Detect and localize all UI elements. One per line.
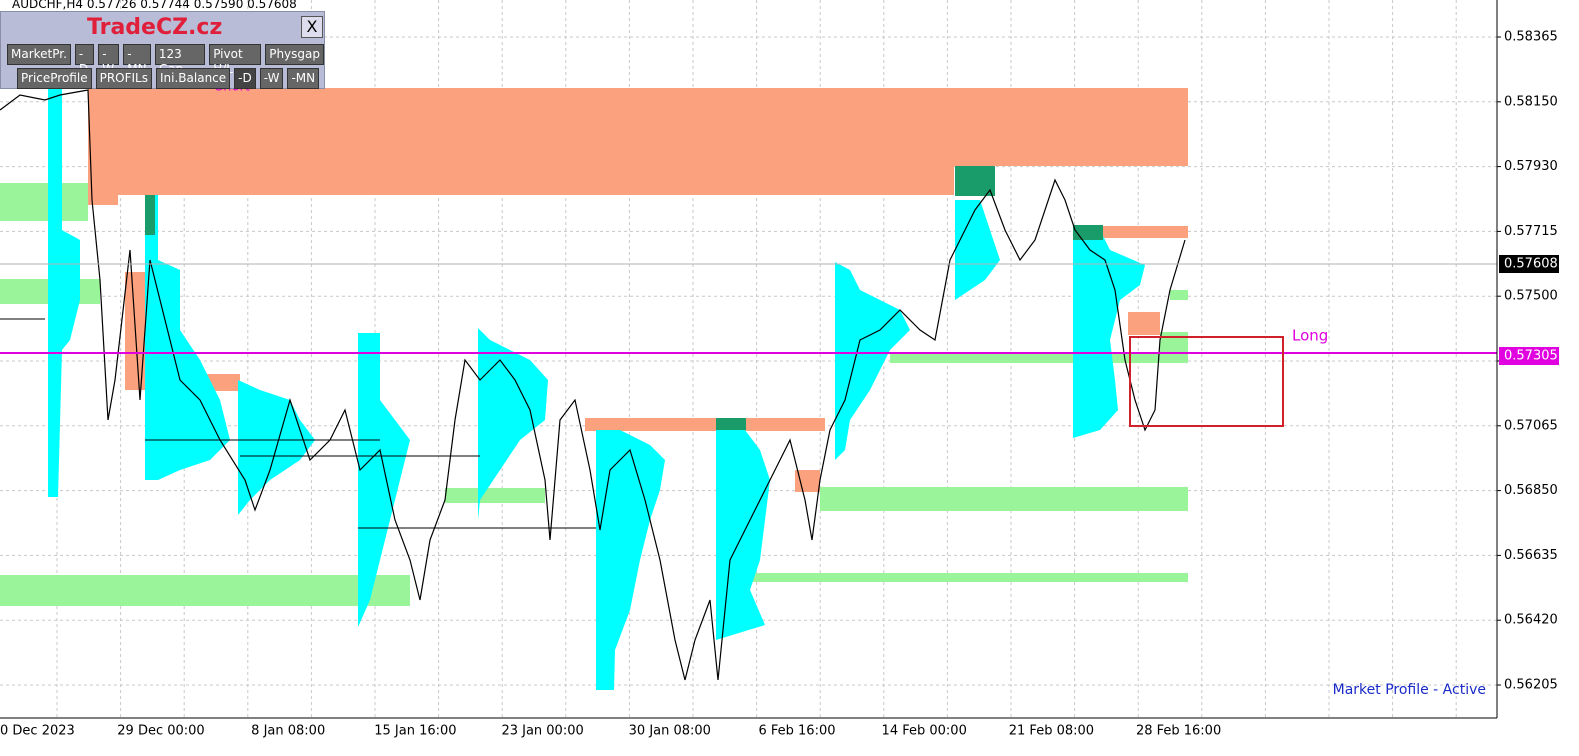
demand-zone	[890, 352, 1188, 363]
demand-zone	[820, 487, 1188, 511]
price-label: 0.57065	[1504, 418, 1558, 433]
demand-zone	[1170, 290, 1188, 300]
panel-button[interactable]: PROFILs	[95, 68, 152, 89]
time-label: 8 Jan 08:00	[251, 724, 325, 739]
panel-button[interactable]: Physgap	[265, 44, 324, 65]
panel-button[interactable]: -W	[259, 68, 284, 89]
profile	[716, 420, 770, 640]
tool-panel: TradeCZ.cz X MarketPr.-D-W-MN123 GapPivo…	[0, 11, 325, 89]
price-label: 0.58150	[1504, 94, 1558, 109]
price-path	[0, 89, 1186, 681]
supply-zone	[1100, 226, 1188, 238]
highlight	[955, 166, 995, 196]
supply-zone	[585, 418, 825, 431]
time-label: 21 Feb 08:00	[1009, 724, 1094, 739]
price-label: 0.57500	[1504, 289, 1558, 304]
price-tag	[1499, 255, 1559, 273]
chart-header: AUDCHF,H4 0.57726 0.57744 0.57590 0.5760…	[12, 0, 297, 11]
price-label: 0.57715	[1504, 224, 1558, 239]
time-label: 23 Jan 00:00	[501, 724, 583, 739]
long-box	[1129, 336, 1284, 427]
demand-zone	[745, 573, 1188, 582]
time-label: 30 Jan 08:00	[629, 724, 711, 739]
profile-highlights	[145, 166, 1103, 430]
demand-zone	[445, 488, 545, 503]
supply-zone	[88, 88, 1188, 166]
panel-button[interactable]: Pivot H/L	[209, 44, 262, 76]
profile	[358, 333, 410, 627]
status-label: Market Profile - Active	[1333, 682, 1486, 698]
panel-button[interactable]: -D	[74, 44, 95, 76]
time-label: 0 Dec 2023	[0, 724, 75, 739]
close-button[interactable]: X	[301, 16, 323, 38]
price-label: 0.56205	[1504, 678, 1558, 693]
price-label: 0.58365	[1504, 30, 1558, 45]
demand-zone	[0, 575, 410, 606]
price-label: 0.57930	[1504, 159, 1558, 174]
supply-zone	[88, 195, 118, 205]
price-tag-text: 0.57305	[1504, 349, 1558, 364]
time-label: 15 Jan 16:00	[374, 724, 456, 739]
profile	[48, 88, 80, 497]
highlight	[716, 418, 746, 430]
axes: 0.583650.581500.579300.577150.575000.572…	[0, 30, 1559, 739]
price-tag	[1499, 347, 1559, 365]
time-label: 28 Feb 16:00	[1136, 724, 1221, 739]
panel-button[interactable]: -D	[234, 68, 256, 89]
button-row: PriceProfile PROFILs Ini.Balance -D -W -MN	[17, 68, 320, 89]
volume-profiles	[48, 88, 1145, 690]
price-label: 0.56420	[1504, 613, 1558, 628]
supply-zone	[1128, 312, 1160, 335]
profile	[1073, 225, 1145, 438]
profile	[145, 195, 230, 480]
supply-zone	[88, 166, 954, 195]
supply-zone	[205, 374, 240, 391]
panel-button[interactable]: PriceProfile	[17, 68, 92, 89]
panel-button[interactable]: MarketPr.	[7, 44, 71, 65]
price-label: 0.56850	[1504, 483, 1558, 498]
panel-button[interactable]: Ini.Balance	[156, 68, 231, 89]
time-label: 29 Dec 00:00	[117, 724, 204, 739]
profile	[835, 262, 910, 460]
panel-button[interactable]: -MN	[123, 44, 151, 76]
button-row: MarketPr.-D-W-MN123 GapPivot H/LPhysgap	[7, 44, 324, 76]
panel-button[interactable]: 123 Gap	[154, 44, 206, 76]
highlight	[1073, 225, 1103, 240]
price-tag-text: 0.57608	[1504, 257, 1558, 272]
time-label: 6 Feb 16:00	[758, 724, 835, 739]
profile	[955, 200, 1000, 300]
time-label: 14 Feb 00:00	[882, 724, 967, 739]
highlight	[145, 195, 155, 235]
long-label: Long	[1292, 327, 1328, 345]
profile	[596, 430, 665, 690]
profile	[478, 328, 548, 520]
level-lines	[0, 318, 596, 529]
panel-button[interactable]: -W	[98, 44, 120, 76]
price-label: 0.56635	[1504, 548, 1558, 563]
zones	[0, 88, 1188, 606]
brand: TradeCZ.cz	[87, 15, 223, 40]
demand-zone	[1160, 332, 1188, 352]
demand-zone	[0, 183, 88, 221]
panel-button[interactable]: -MN	[287, 68, 320, 89]
